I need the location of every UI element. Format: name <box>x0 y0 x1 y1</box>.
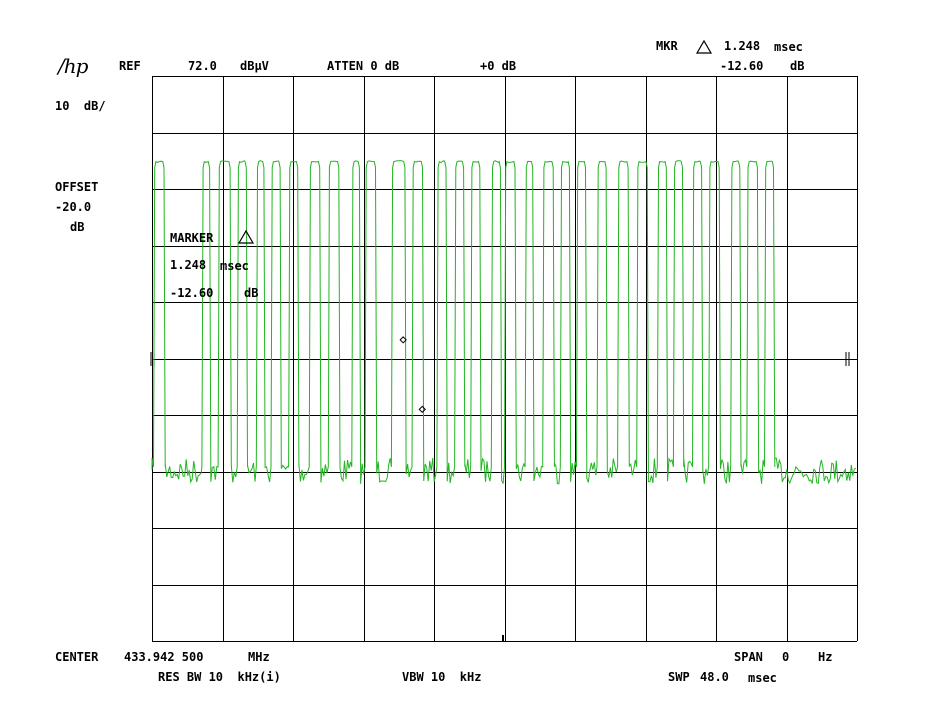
offset-unit: dB <box>70 220 85 234</box>
offset-value: -20.0 <box>55 200 92 214</box>
ref-label: REF <box>119 59 141 73</box>
mkr-time-unit: msec <box>774 40 803 54</box>
atten-readout: ATTEN 0 dB <box>327 59 400 73</box>
rbw-readout: RES BW 10 kHz(i) <box>158 670 281 684</box>
offset-label: OFFSET <box>55 180 99 194</box>
scale-readout: 10 dB/ <box>55 99 106 113</box>
span-label: SPAN <box>734 650 763 664</box>
marker-box-level-unit: dB <box>244 286 259 300</box>
header-delta-triangle-icon <box>695 39 713 54</box>
mkr-level: -12.60 <box>720 59 764 73</box>
center-unit: MHz <box>248 650 270 664</box>
center-label: CENTER <box>55 650 99 664</box>
span-value: 0 <box>782 650 790 664</box>
hp-logo: /hp <box>58 54 88 78</box>
ref-value: 72.0 <box>188 59 217 73</box>
marker-box-time-unit: msec <box>220 259 249 273</box>
center-markers <box>150 352 850 641</box>
marker-diamond <box>418 405 426 414</box>
trace-markers <box>399 336 426 414</box>
marker-diamond <box>399 336 407 344</box>
mkr-time: 1.248 <box>724 39 761 53</box>
trace-line <box>151 159 857 485</box>
marker-box-time: 1.248 <box>170 258 207 272</box>
marker-box-level: -12.60 <box>170 286 214 300</box>
vbw-readout: VBW 10 kHz <box>402 670 482 684</box>
marker-box-title: MARKER <box>170 231 214 245</box>
mkr-label: MKR <box>656 39 678 53</box>
mkr-level-unit: dB <box>790 59 805 73</box>
marker-box-triangle-icon <box>237 229 255 244</box>
swp-value: 48.0 <box>700 670 729 684</box>
center-value: 433.942 500 <box>124 650 204 664</box>
swp-unit: msec <box>748 671 777 685</box>
swp-label: SWP <box>668 670 690 684</box>
span-unit: Hz <box>818 650 833 664</box>
ext-gain-readout: +0 dB <box>480 59 517 73</box>
ref-unit: dBµV <box>240 59 269 73</box>
